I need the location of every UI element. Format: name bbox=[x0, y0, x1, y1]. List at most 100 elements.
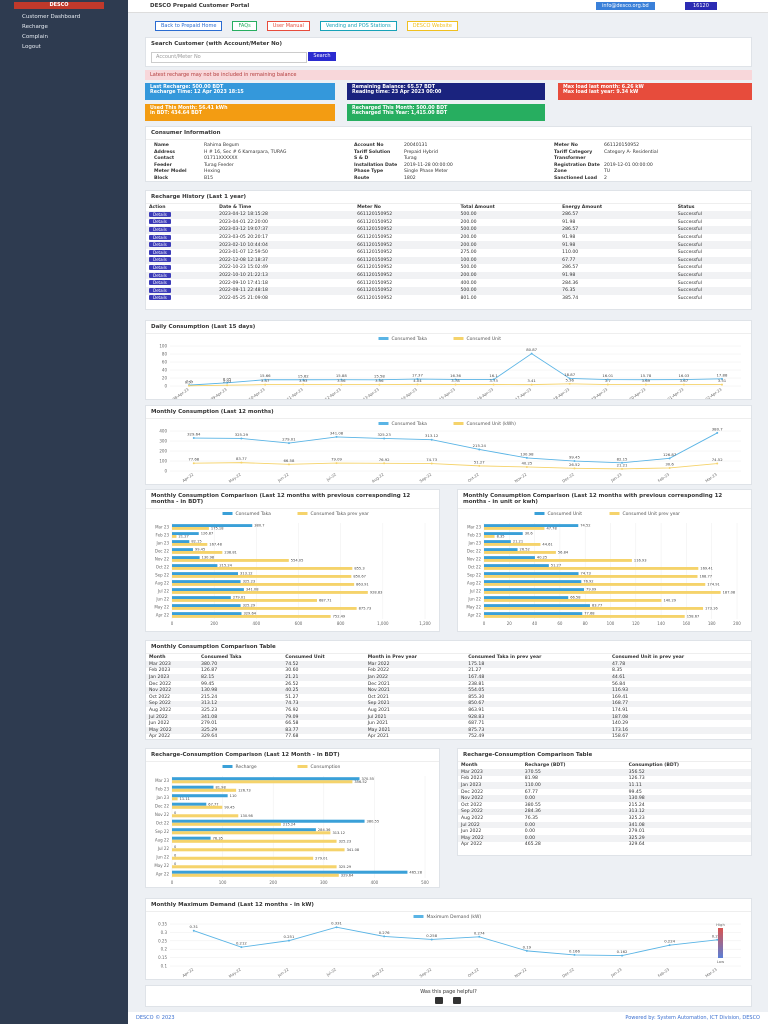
field-value: 2019-11-28 00:00:00 bbox=[404, 162, 453, 168]
y-tick-label: Jan 23 bbox=[155, 541, 169, 546]
table-cell: Mar 2022 bbox=[364, 661, 466, 668]
details-button[interactable]: Details bbox=[149, 287, 171, 293]
legend-label: Consumption bbox=[311, 764, 341, 770]
field-value: 661120150952 bbox=[604, 143, 640, 148]
details-button[interactable]: Details bbox=[149, 219, 171, 225]
x-tick-label: Dec-22 bbox=[561, 966, 575, 978]
data-label: 928.83 bbox=[370, 590, 383, 594]
table-row: Details 2022-10-10 21:22:13 661120150952 20… bbox=[146, 271, 751, 280]
details-button[interactable]: Details bbox=[149, 272, 171, 278]
table-cell: 875.73 bbox=[465, 726, 609, 734]
details-button[interactable]: Details bbox=[149, 295, 171, 301]
table-cell: 91.98 bbox=[562, 235, 576, 241]
table-cell: Oct 2022 bbox=[461, 802, 483, 808]
table-row: Jul 2022 341.08 79.09 Jul 2021 928.83 187.08 bbox=[146, 713, 751, 721]
data-label: 130.98 bbox=[202, 556, 215, 560]
data-label: 0.224 bbox=[664, 939, 675, 944]
x-tick-label: 12-Apr-23 bbox=[324, 386, 343, 400]
x-tick-label: Nov-22 bbox=[514, 966, 528, 978]
table-cell: 79.09 bbox=[282, 713, 365, 721]
nav-button[interactable]: DESCO Website bbox=[406, 21, 458, 31]
details-button[interactable]: Details bbox=[149, 226, 171, 232]
search-input[interactable]: Account/Meter No bbox=[151, 52, 307, 63]
details-button[interactable]: Details bbox=[149, 280, 171, 286]
table-cell: 167.48 bbox=[465, 674, 609, 681]
table-row: Details 2023-03-12 19:07:37 661120150952 50… bbox=[146, 226, 751, 234]
details-button[interactable]: Details bbox=[149, 242, 171, 248]
point bbox=[573, 460, 576, 463]
table-cell: 67.77 bbox=[524, 789, 538, 795]
x-tick-label: 0 bbox=[171, 880, 174, 885]
bar bbox=[172, 596, 231, 599]
table-cell: 215.24 bbox=[628, 802, 645, 808]
table-cell: 286.57 bbox=[562, 265, 579, 271]
point bbox=[383, 462, 386, 465]
y-tick-label: Apr 22 bbox=[156, 871, 170, 876]
details-button[interactable]: Details bbox=[149, 264, 171, 270]
x-tick-label: Jun-22 bbox=[276, 966, 290, 978]
thumbs-up[interactable] bbox=[434, 997, 443, 1004]
brand-logo[interactable]: DESCO bbox=[14, 2, 104, 9]
series-line bbox=[193, 926, 718, 957]
y-tick-label: 400 bbox=[159, 429, 167, 434]
menu-item[interactable]: Recharge bbox=[22, 24, 48, 30]
data-label: 17.37 bbox=[412, 373, 423, 378]
table-cell: Dec 2022 bbox=[149, 681, 172, 687]
menu-item[interactable]: Customer Dashboard bbox=[22, 14, 81, 20]
table-cell: Dec 2022 bbox=[461, 789, 484, 795]
nav-button[interactable]: Back to Prepaid Home bbox=[155, 21, 223, 31]
field-label: Meter No bbox=[554, 143, 578, 148]
bar bbox=[172, 535, 177, 538]
table-cell: Nov 2022 bbox=[458, 795, 522, 802]
table-cell: Successful bbox=[677, 265, 702, 271]
bar bbox=[172, 604, 241, 607]
email-button[interactable]: info@desco.org.bd bbox=[596, 2, 655, 10]
y-tick-label: 0.35 bbox=[158, 922, 167, 927]
y-tick-label: Nov 22 bbox=[155, 557, 170, 562]
point bbox=[573, 467, 576, 470]
search-button[interactable]: Search bbox=[308, 52, 336, 61]
data-label: 76.92 bbox=[583, 580, 593, 584]
table-cell: Sep 2022 bbox=[146, 700, 199, 708]
y-tick-label: Oct 22 bbox=[156, 820, 170, 825]
hotline-button[interactable]: 16120 bbox=[685, 2, 717, 10]
field-value: Single Phase Meter bbox=[404, 169, 449, 174]
table-cell: Mar 2023 bbox=[146, 661, 199, 668]
data-label: 3.93 bbox=[299, 378, 308, 383]
bar bbox=[172, 524, 253, 527]
point bbox=[668, 466, 671, 469]
table-cell: 238.81 bbox=[468, 681, 485, 687]
x-tick-label: 140 bbox=[657, 621, 665, 626]
data-label: 284.36 bbox=[318, 828, 331, 832]
nav-button[interactable]: User Manual bbox=[266, 21, 310, 31]
nav-button[interactable]: Vending and POS Stations bbox=[319, 21, 397, 31]
table-cell: 279.01 bbox=[201, 721, 218, 727]
data-label: 15.58 bbox=[374, 373, 385, 378]
point bbox=[525, 456, 528, 459]
table-cell: 40.25 bbox=[282, 687, 365, 694]
field-label: Route bbox=[354, 175, 370, 181]
menu-item[interactable]: Logout bbox=[22, 44, 41, 50]
table-cell: 140.29 bbox=[611, 721, 629, 727]
x-tick-label: Nov-22 bbox=[514, 471, 528, 483]
menu-item[interactable]: Complain bbox=[22, 34, 48, 40]
data-label: 313.12 bbox=[425, 433, 439, 438]
x-tick-label: Sep-22 bbox=[418, 966, 432, 978]
bar-chart: Recharge Consumption 0 100 200 300 400 500 Mar 2… bbox=[154, 764, 429, 885]
kpi-card: Last Recharge: 500.00 BDT Recharge Time: … bbox=[145, 83, 335, 100]
point bbox=[192, 929, 195, 932]
details-button[interactable]: Details bbox=[149, 234, 171, 240]
table-header-row: Action Date & Time Meter No Total Amount Ene… bbox=[146, 204, 751, 211]
thumbs-down[interactable] bbox=[452, 997, 461, 1004]
data-label: 341.08 bbox=[246, 588, 259, 592]
details-button[interactable]: Details bbox=[149, 257, 171, 263]
data-label: 0 bbox=[174, 845, 177, 849]
nav-button[interactable]: FAQs bbox=[232, 21, 257, 31]
details-button[interactable]: Details bbox=[149, 249, 171, 255]
data-label: 30.6 bbox=[665, 461, 674, 466]
y-tick-label: Sep 22 bbox=[155, 829, 169, 834]
details-button[interactable]: Details bbox=[149, 211, 171, 217]
data-label: 2.03 bbox=[223, 379, 232, 384]
bar bbox=[172, 794, 228, 798]
table-cell: 661120150952 bbox=[354, 271, 458, 280]
